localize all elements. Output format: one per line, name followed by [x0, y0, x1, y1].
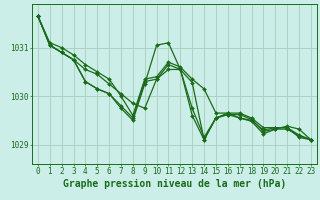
X-axis label: Graphe pression niveau de la mer (hPa): Graphe pression niveau de la mer (hPa): [63, 179, 286, 189]
